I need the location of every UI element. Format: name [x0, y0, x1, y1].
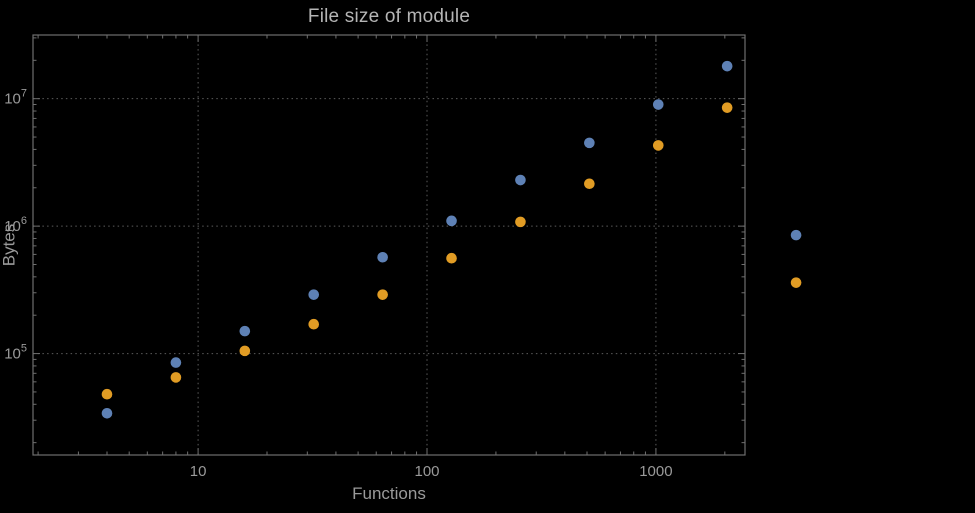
data-point-series-orange	[101, 388, 113, 400]
data-point-series-orange	[652, 140, 664, 151]
data-point-series-orange	[308, 318, 320, 330]
plot-frame	[32, 34, 746, 456]
x-tick-label: 1000	[639, 463, 672, 480]
data-point-series-blue	[170, 357, 182, 368]
data-point-series-orange	[446, 252, 457, 264]
data-point-series-orange	[790, 277, 802, 288]
data-point-series-blue	[652, 99, 664, 110]
data-point-series-blue	[515, 174, 526, 186]
data-point-series-orange	[239, 345, 251, 357]
data-point-series-orange	[515, 216, 526, 228]
data-point-series-blue	[377, 251, 388, 263]
chart-title: File size of module	[307, 6, 471, 27]
data-point-series-blue	[239, 325, 251, 337]
y-tick-label: 106	[4, 215, 27, 235]
data-point-series-blue	[584, 137, 595, 149]
y-tick-label: 105	[4, 343, 27, 363]
data-point-series-blue	[790, 229, 802, 241]
data-point-series-blue	[308, 289, 320, 300]
x-tick-label: 100	[414, 463, 439, 480]
data-point-series-orange	[721, 102, 733, 113]
x-tick-label: 10	[190, 463, 207, 480]
y-tick-label: 107	[4, 88, 27, 108]
data-point-series-orange	[170, 372, 182, 383]
data-point-series-blue	[101, 407, 113, 419]
data-point-series-orange	[377, 289, 388, 300]
x-axis-label: Functions	[352, 484, 426, 503]
y-axis-label: Bytes	[0, 223, 19, 267]
data-point-series-blue	[446, 215, 457, 227]
data-point-series-blue	[721, 60, 733, 72]
data-point-series-orange	[584, 178, 595, 190]
